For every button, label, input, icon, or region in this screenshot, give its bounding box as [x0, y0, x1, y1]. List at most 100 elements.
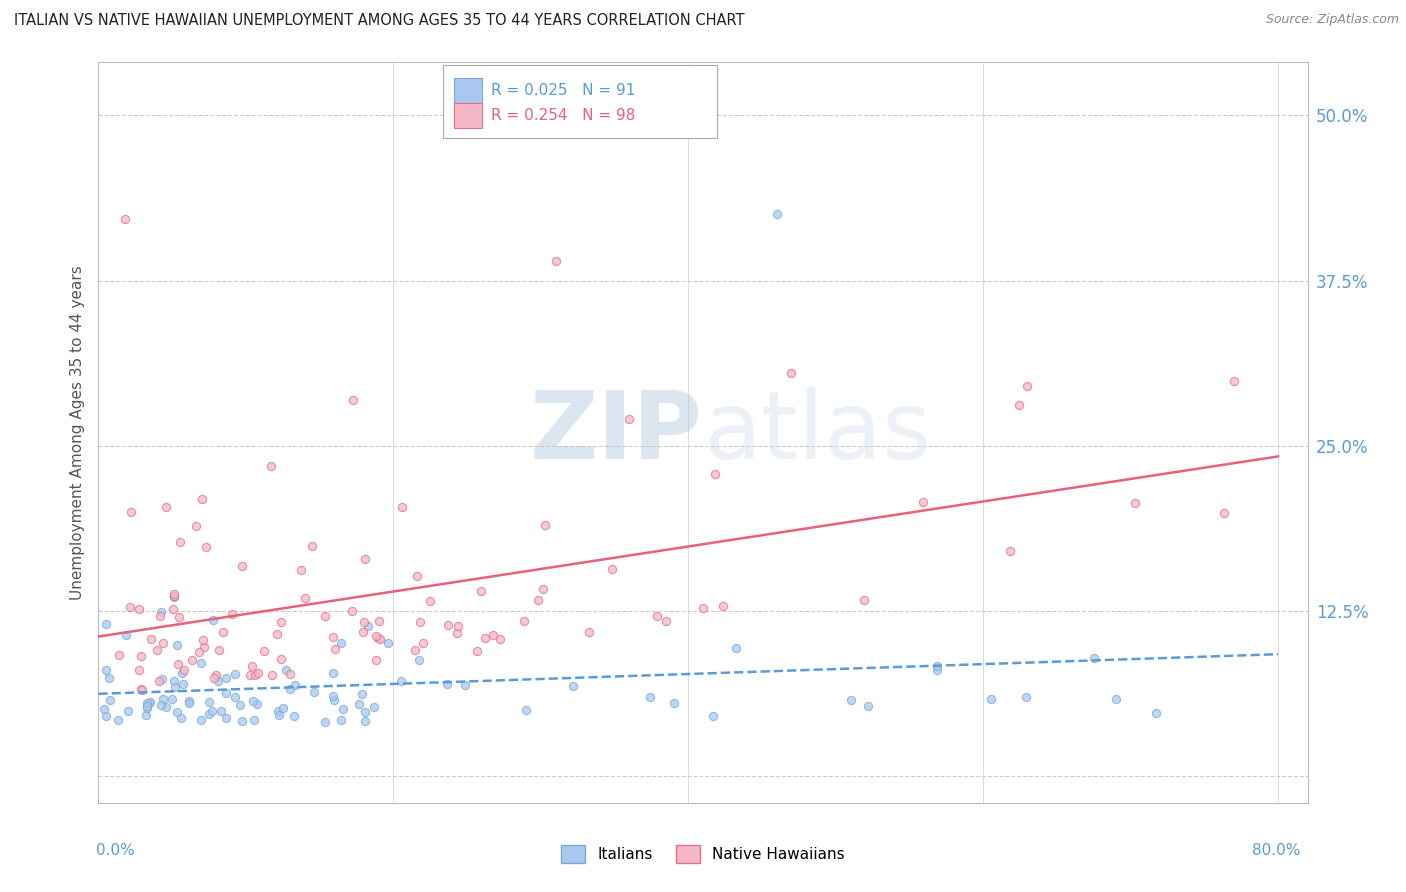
- Point: [980, 692, 1002, 706]
- Point: [271, 700, 294, 714]
- Point: [160, 691, 183, 706]
- Point: [202, 671, 225, 685]
- Point: [1015, 690, 1038, 705]
- Point: [1144, 706, 1167, 720]
- Point: [839, 693, 862, 707]
- Point: [515, 703, 537, 717]
- Point: [270, 652, 292, 666]
- Point: [363, 700, 385, 714]
- Point: [135, 696, 157, 710]
- Point: [377, 636, 399, 650]
- Point: [340, 604, 363, 618]
- Point: [166, 638, 188, 652]
- Point: [354, 551, 377, 566]
- Point: [212, 625, 235, 640]
- Point: [600, 562, 623, 576]
- Point: [302, 685, 325, 699]
- Point: [765, 207, 787, 221]
- Point: [152, 672, 174, 686]
- Point: [353, 615, 375, 630]
- Point: [166, 657, 188, 672]
- Point: [640, 690, 662, 704]
- Point: [314, 715, 336, 730]
- Point: [526, 593, 548, 607]
- Point: [364, 629, 387, 643]
- Text: ITALIAN VS NATIVE HAWAIIAN UNEMPLOYMENT AMONG AGES 35 TO 44 YEARS CORRELATION CH: ITALIAN VS NATIVE HAWAIIAN UNEMPLOYMENT …: [14, 13, 745, 29]
- Point: [278, 666, 301, 681]
- Point: [129, 682, 152, 697]
- Point: [165, 680, 187, 694]
- Point: [391, 500, 413, 515]
- Point: [283, 709, 305, 723]
- Text: ZIP: ZIP: [530, 386, 703, 479]
- Point: [267, 708, 290, 723]
- Point: [578, 625, 600, 640]
- Point: [163, 673, 186, 688]
- Point: [1104, 691, 1126, 706]
- Point: [97, 671, 120, 685]
- Point: [231, 714, 253, 728]
- Point: [852, 592, 875, 607]
- Legend: Italians, Native Hawaiians: Italians, Native Hawaiians: [555, 839, 851, 869]
- Point: [322, 689, 344, 703]
- Text: 0.0%: 0.0%: [96, 843, 135, 858]
- Point: [94, 708, 117, 723]
- Point: [173, 663, 195, 677]
- Point: [347, 697, 370, 711]
- Point: [412, 636, 434, 650]
- Point: [202, 613, 225, 627]
- Point: [1083, 651, 1105, 665]
- Point: [150, 606, 173, 620]
- Point: [925, 664, 948, 678]
- Point: [322, 630, 344, 644]
- Point: [239, 668, 262, 682]
- Text: Source: ZipAtlas.com: Source: ZipAtlas.com: [1265, 13, 1399, 27]
- Point: [107, 713, 129, 727]
- Point: [702, 709, 724, 723]
- Point: [139, 695, 162, 709]
- Point: [152, 691, 174, 706]
- Point: [446, 619, 468, 633]
- Point: [152, 636, 174, 650]
- Point: [408, 615, 430, 629]
- Point: [242, 694, 264, 708]
- Point: [155, 500, 177, 515]
- Point: [94, 617, 117, 632]
- Point: [454, 678, 477, 692]
- Point: [198, 707, 221, 722]
- Point: [195, 540, 218, 554]
- Point: [274, 663, 297, 677]
- Point: [513, 614, 536, 628]
- Point: [149, 698, 172, 712]
- Point: [408, 653, 430, 667]
- Point: [162, 601, 184, 615]
- Point: [912, 495, 935, 509]
- Point: [322, 665, 344, 680]
- Point: [207, 673, 229, 688]
- Point: [243, 714, 266, 728]
- Point: [139, 632, 162, 647]
- Point: [323, 641, 346, 656]
- Point: [224, 667, 246, 681]
- Point: [332, 702, 354, 716]
- Point: [436, 677, 458, 691]
- Point: [209, 704, 232, 718]
- Point: [166, 706, 188, 720]
- Point: [131, 682, 153, 697]
- Text: atlas: atlas: [703, 386, 931, 479]
- Point: [163, 587, 186, 601]
- Point: [128, 601, 150, 615]
- Point: [354, 714, 377, 729]
- Point: [655, 614, 678, 628]
- Point: [205, 668, 228, 682]
- Point: [136, 701, 159, 715]
- Point: [314, 608, 336, 623]
- Point: [98, 693, 121, 707]
- Point: [330, 636, 353, 650]
- Point: [179, 694, 201, 708]
- Point: [191, 633, 214, 648]
- Point: [120, 599, 142, 614]
- Text: R = 0.254   N = 98: R = 0.254 N = 98: [491, 108, 636, 122]
- Point: [368, 615, 391, 629]
- Point: [231, 559, 253, 574]
